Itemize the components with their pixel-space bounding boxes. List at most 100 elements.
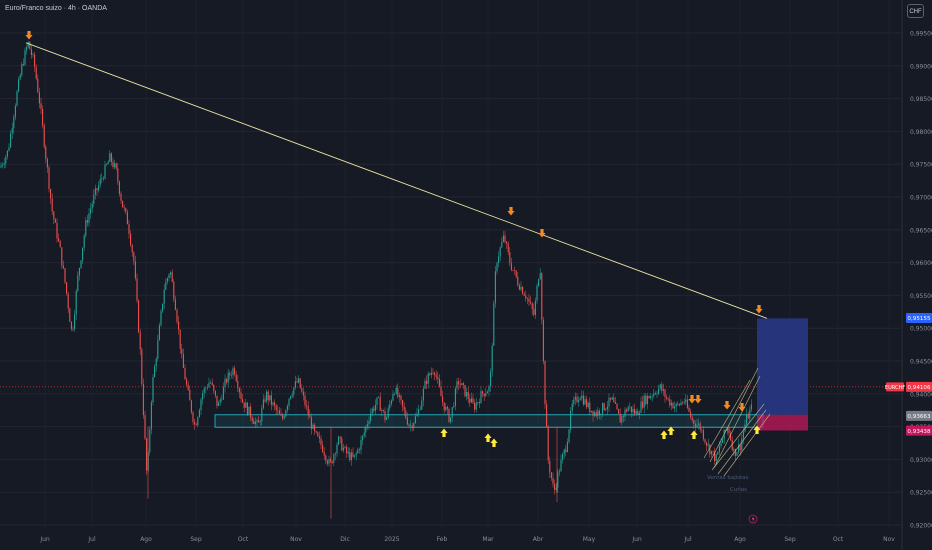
candle-body bbox=[515, 270, 517, 277]
candle-body bbox=[258, 420, 260, 423]
candle-body bbox=[314, 424, 316, 432]
candle-body bbox=[446, 406, 448, 409]
candle-body bbox=[144, 415, 146, 439]
currency-button[interactable]: CHF bbox=[907, 4, 924, 18]
candle-body bbox=[6, 150, 8, 157]
candle-body bbox=[750, 404, 752, 410]
candle-body bbox=[677, 403, 679, 405]
candle-body bbox=[373, 408, 375, 411]
candle-body bbox=[528, 298, 530, 302]
candle-body bbox=[483, 393, 485, 397]
candle-body bbox=[206, 387, 208, 389]
candle-body bbox=[246, 402, 248, 415]
candle-body bbox=[166, 278, 168, 282]
candle-body bbox=[522, 286, 524, 294]
candle-body bbox=[368, 420, 370, 425]
candle-body bbox=[461, 383, 463, 386]
candle-body bbox=[109, 153, 111, 162]
candle-body bbox=[146, 438, 148, 471]
candle-body bbox=[742, 431, 744, 439]
x-tick-label: Nov bbox=[290, 536, 302, 543]
support-zone-rect bbox=[214, 414, 764, 428]
candle-body bbox=[403, 406, 405, 411]
candle-body bbox=[658, 388, 660, 394]
candle-body bbox=[661, 384, 663, 391]
candle-body bbox=[570, 411, 572, 430]
candle-body bbox=[102, 178, 104, 179]
candle-body bbox=[746, 414, 748, 425]
candle-body bbox=[168, 274, 170, 279]
candle-body bbox=[554, 483, 556, 490]
candle-body bbox=[520, 286, 522, 290]
candle-body bbox=[299, 378, 301, 389]
candle-body bbox=[170, 272, 172, 275]
candle-body bbox=[526, 298, 528, 299]
candle-body bbox=[309, 415, 311, 418]
candle-body bbox=[518, 285, 520, 290]
arrow-down-icon bbox=[738, 403, 746, 412]
candle-body bbox=[37, 78, 39, 93]
candle-body bbox=[34, 54, 36, 67]
candle-body bbox=[664, 389, 666, 397]
misc-markers bbox=[748, 514, 758, 524]
price-label bbox=[906, 381, 932, 392]
candle-body bbox=[662, 389, 664, 391]
candle-body bbox=[419, 409, 421, 411]
candle-body bbox=[739, 444, 741, 451]
wedge-line bbox=[703, 379, 751, 459]
candle-body bbox=[387, 408, 389, 418]
candle-body bbox=[486, 391, 488, 394]
candle-body bbox=[334, 453, 336, 455]
candle-body bbox=[429, 373, 431, 375]
candle-body bbox=[240, 392, 242, 399]
candle-body bbox=[514, 270, 516, 271]
trendline[interactable] bbox=[25, 42, 768, 319]
candle-body bbox=[53, 211, 55, 220]
arrow-up-icon bbox=[753, 425, 761, 434]
candle-body bbox=[322, 444, 324, 453]
candle-body bbox=[386, 417, 388, 420]
candle-body bbox=[637, 411, 639, 415]
candle-body bbox=[181, 348, 183, 355]
candle-body bbox=[272, 402, 274, 405]
candle-body bbox=[187, 384, 189, 391]
arrow-up-icon bbox=[484, 433, 492, 442]
candle-body bbox=[442, 396, 444, 403]
candle-body bbox=[475, 402, 477, 410]
candle-body bbox=[342, 447, 344, 451]
arrow-up-icon bbox=[667, 426, 675, 435]
candle-body bbox=[384, 410, 386, 420]
candle-body bbox=[555, 487, 557, 490]
candle-body bbox=[13, 117, 15, 129]
candle-body bbox=[448, 408, 450, 423]
candle-body bbox=[285, 410, 287, 417]
x-tick-label: Jul bbox=[683, 536, 692, 543]
candle-body bbox=[411, 425, 413, 429]
candle-body bbox=[530, 301, 532, 304]
candle-body bbox=[557, 472, 559, 488]
candle-body bbox=[683, 401, 685, 403]
candle-body bbox=[179, 329, 181, 349]
candle-body bbox=[734, 448, 736, 456]
wedge-line bbox=[711, 403, 765, 471]
candle-body bbox=[96, 188, 98, 191]
candle-body bbox=[200, 399, 202, 411]
candle-body bbox=[653, 393, 655, 397]
candle-body bbox=[626, 409, 628, 412]
candle-body bbox=[214, 390, 216, 396]
x-axis-labels: Jun Jul Ago Sep Oct Nov Dic 2025 Feb Mar Abr May Jun… bbox=[39, 536, 895, 543]
candle-body bbox=[312, 424, 314, 429]
candle-body bbox=[693, 419, 695, 424]
candle-body bbox=[150, 402, 152, 430]
candle-body bbox=[408, 424, 410, 426]
candle-body bbox=[208, 382, 210, 388]
candle-body bbox=[58, 238, 60, 241]
candle-body bbox=[120, 193, 122, 201]
position-box[interactable] bbox=[757, 318, 808, 431]
candle-body bbox=[552, 478, 554, 484]
candle-body bbox=[130, 233, 132, 246]
candle-body bbox=[266, 391, 268, 402]
candle-body bbox=[16, 91, 18, 106]
